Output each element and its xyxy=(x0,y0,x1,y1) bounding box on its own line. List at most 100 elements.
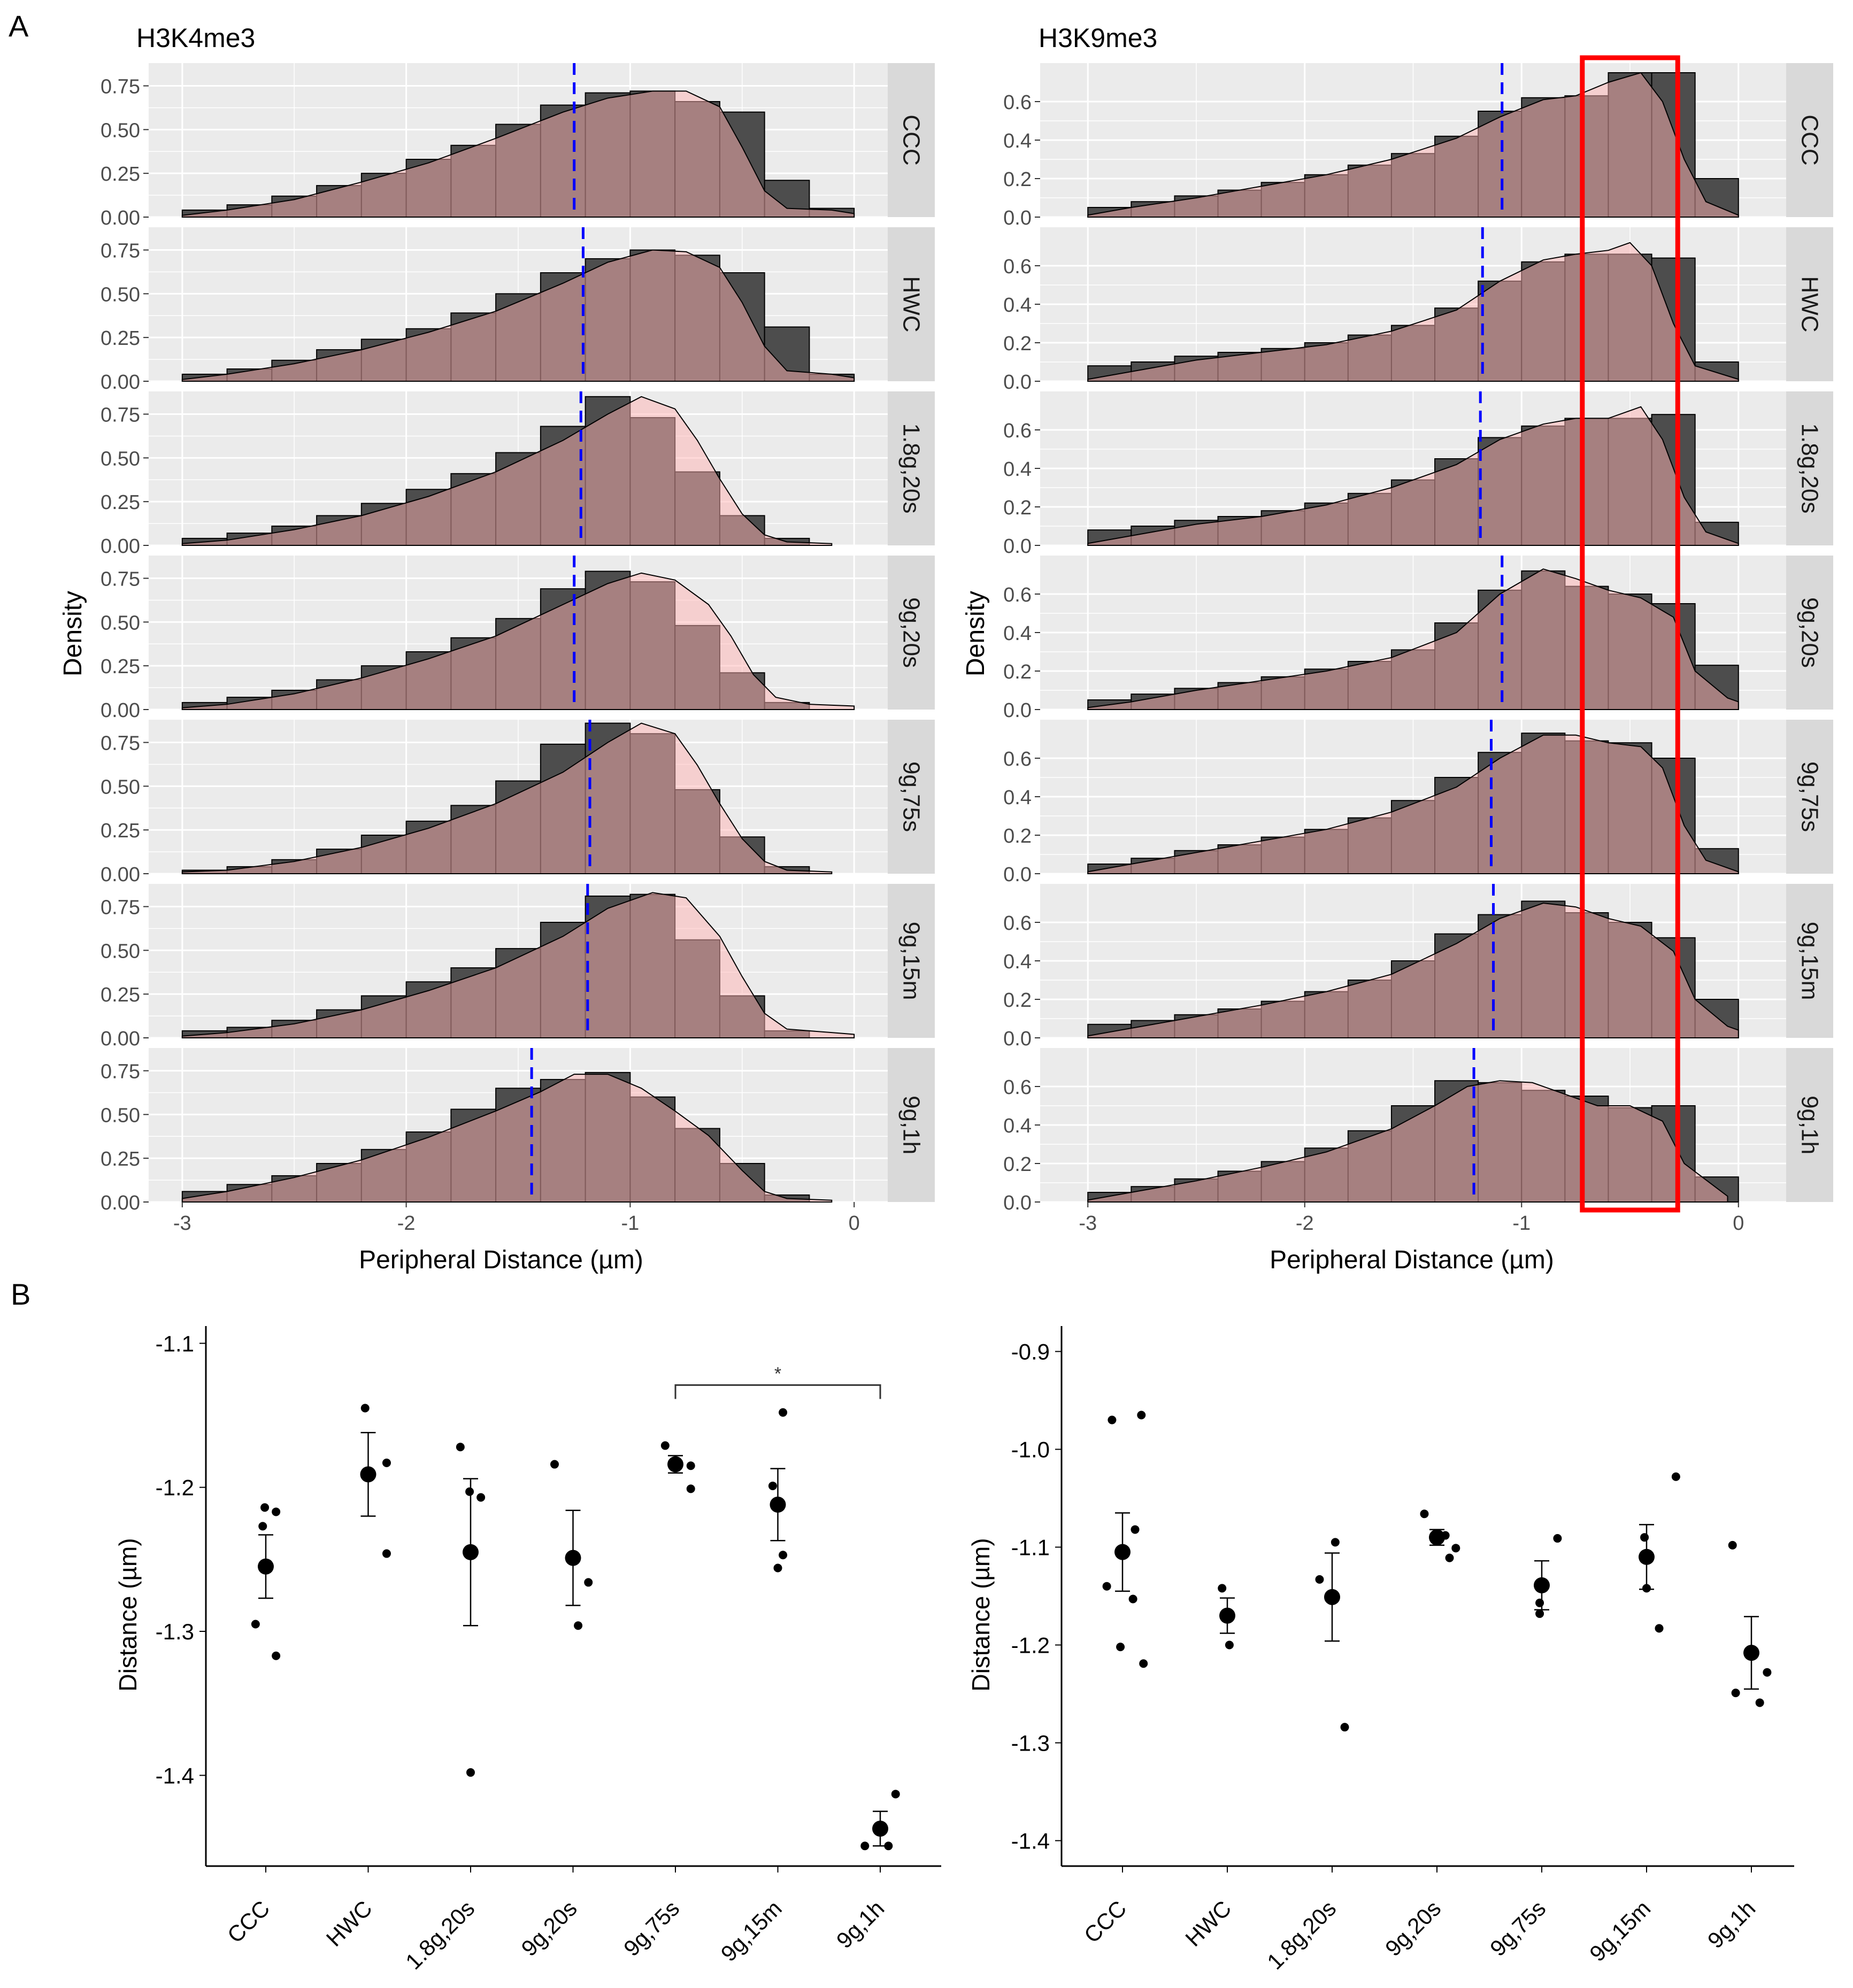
y-tick-label: 0.2 xyxy=(1003,825,1032,847)
x-tick-label: 1.8g,20s xyxy=(1262,1895,1341,1974)
replicate-point xyxy=(1139,1659,1148,1668)
facet-h3k4me3-5: 0.00 0.25 0.50 0.75 9g,75s xyxy=(101,720,935,886)
density-curve xyxy=(1087,72,1739,218)
replicate-point xyxy=(686,1484,695,1493)
mean-point xyxy=(1429,1529,1445,1546)
y-tick-label: -1.1 xyxy=(156,1331,194,1356)
facet-strip xyxy=(1786,720,1833,874)
mean-point xyxy=(770,1496,786,1513)
x-tick-label: -1 xyxy=(621,1212,639,1235)
facet-label: 1.8g,20s xyxy=(898,423,925,514)
replicate-point xyxy=(1218,1584,1227,1593)
replicate-point xyxy=(466,1768,475,1777)
y-tick-label: 0.2 xyxy=(1003,989,1032,1012)
y-tick-label: 0.4 xyxy=(1003,787,1032,809)
y-tick-label: -1.4 xyxy=(1011,1828,1050,1853)
facet-h3k9me3-4: 0.0 0.2 0.4 0.6 9g,20s xyxy=(1003,556,1833,722)
y-tick-label: 0.4 xyxy=(1003,130,1032,152)
replicate-point xyxy=(768,1481,777,1490)
replicate-point xyxy=(1535,1609,1544,1618)
facet-strip xyxy=(888,720,935,874)
facet-label: 9g,15m xyxy=(898,922,925,1000)
mean-point xyxy=(1114,1544,1131,1560)
y-tick-label: 0.75 xyxy=(101,733,140,755)
facet-strip xyxy=(888,556,935,710)
y-tick-label: 0.75 xyxy=(101,76,140,98)
x-tick-label: -2 xyxy=(1296,1212,1314,1235)
replicate-point xyxy=(1102,1582,1111,1591)
y-tick-label: 0.4 xyxy=(1003,1115,1032,1137)
facet-h3k4me3-3: 0.00 0.25 0.50 0.75 1.8g,20s xyxy=(101,391,935,558)
density-curve xyxy=(1087,902,1739,1038)
y-tick-label: 0.00 xyxy=(101,371,140,394)
replicate-point xyxy=(1655,1624,1664,1633)
density-curve xyxy=(181,249,855,382)
replicate-point xyxy=(360,1404,370,1413)
y-tick-label: 0.4 xyxy=(1003,458,1032,481)
facet-label: 9g,75s xyxy=(1797,761,1823,832)
replicate-point xyxy=(1755,1698,1764,1707)
replicate-point xyxy=(382,1458,391,1467)
y-tick-label: 0.0 xyxy=(1003,535,1032,558)
facet-h3k9me3-5: 0.0 0.2 0.4 0.6 9g,75s xyxy=(1003,720,1833,886)
x-tick-label: 9g,15m xyxy=(716,1895,787,1966)
replicate-point xyxy=(1315,1575,1324,1584)
density-curve xyxy=(1087,568,1739,710)
replicate-point xyxy=(779,1408,788,1417)
y-tick-label: 0.4 xyxy=(1003,294,1032,317)
x-tick-label: 9g,20s xyxy=(1380,1895,1446,1961)
highlight-box xyxy=(1580,55,1680,1213)
x-axis-label-h3k9me3: Peripheral Distance (µm) xyxy=(1270,1246,1554,1274)
y-axis-label-dotplot-right: Distance (µm) xyxy=(967,1538,995,1691)
mean-point xyxy=(1743,1645,1759,1661)
y-tick-label: -1.0 xyxy=(1011,1437,1050,1462)
replicate-point xyxy=(476,1493,486,1502)
x-tick-label: 9g,75s xyxy=(1485,1895,1550,1961)
replicate-point xyxy=(584,1578,593,1587)
y-tick-label: 0.00 xyxy=(101,1192,140,1214)
mean-point xyxy=(1324,1589,1340,1605)
y-tick-label: 0.50 xyxy=(101,283,140,306)
replicate-point xyxy=(1331,1538,1340,1547)
facet-label: 1.8g,20s xyxy=(1797,423,1823,514)
density-curve xyxy=(181,396,833,546)
replicate-point xyxy=(1225,1640,1234,1650)
y-tick-label: 0.25 xyxy=(101,163,140,186)
replicate-point xyxy=(1131,1525,1140,1534)
facet-label: 9g,20s xyxy=(1797,597,1823,668)
y-tick-label: -1.2 xyxy=(1011,1632,1050,1658)
x-axis-label-h3k4me3: Peripheral Distance (µm) xyxy=(359,1246,643,1274)
facet-strip xyxy=(888,391,935,545)
replicate-point xyxy=(1420,1509,1429,1519)
x-tick-label: 9g,75s xyxy=(619,1895,684,1961)
y-tick-label: 0.4 xyxy=(1003,951,1032,973)
replicate-point xyxy=(1137,1411,1146,1420)
x-tick-label: -3 xyxy=(173,1212,191,1235)
facet-label: 9g,15m xyxy=(1797,922,1823,1000)
chart-title-h3k9me3: H3K9me3 xyxy=(1039,23,1157,53)
replicate-point xyxy=(258,1522,267,1531)
y-tick-label: 0.00 xyxy=(101,207,140,229)
replicate-point xyxy=(660,1441,670,1450)
replicate-point xyxy=(272,1651,281,1660)
replicate-point xyxy=(1535,1598,1544,1607)
histogram-panel-h3k4me3: 0.000.250.500.75CCC0.000.250.500.75HWC0.… xyxy=(101,63,935,1235)
x-tick-label: HWC xyxy=(321,1895,377,1951)
x-tick-label: 0 xyxy=(849,1212,860,1235)
dotplot-left: -1.1 -1.2 -1.3 -1.4 CCC HWC 1.8g,20s 9g,20s 9g,7… xyxy=(156,1326,941,1974)
x-tick-label: 9g,1h xyxy=(832,1895,889,1953)
y-tick-label: 0.6 xyxy=(1003,584,1032,606)
mean-point xyxy=(1219,1607,1235,1624)
facet-label: HWC xyxy=(898,276,925,332)
panel-label-b: B xyxy=(11,1277,30,1311)
significance-bracket xyxy=(674,1384,881,1399)
facet-strip xyxy=(1786,884,1833,1038)
facet-h3k4me3-7: 0.00 0.25 0.50 0.75 9g,1h xyxy=(101,1048,935,1214)
facet-strip xyxy=(888,1048,935,1202)
y-tick-label: 0.25 xyxy=(101,820,140,842)
y-tick-label: 0.2 xyxy=(1003,497,1032,519)
replicate-point xyxy=(1731,1689,1740,1698)
density-curve xyxy=(1087,1080,1728,1203)
replicate-point xyxy=(465,1487,474,1496)
x-tick-label: CCC xyxy=(1079,1895,1132,1948)
